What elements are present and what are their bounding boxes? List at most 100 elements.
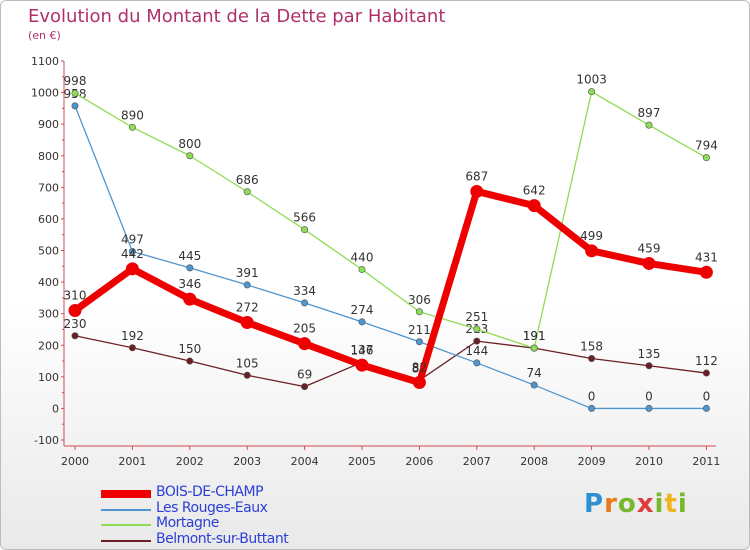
data-point-bois-de-champ [585,244,599,258]
data-label-bois-de-champ: 431 [695,250,718,264]
logo-letter: x [636,489,655,519]
logo-letter: i [654,489,665,519]
data-point-bois-de-champ [183,292,197,306]
data-point-les-rouges-eaux [243,281,251,289]
data-label-mortagne: 251 [465,310,488,324]
data-point-les-rouges-eaux [588,404,596,412]
data-label-bois-de-champ: 499 [580,229,603,243]
logo-letter: t [664,489,678,519]
legend-swatch-mortagne [101,524,151,526]
proxiti-logo: Proxiti [584,489,688,519]
data-label-mortagne: 191 [523,329,546,343]
data-label-les-rouges-eaux: 391 [236,266,259,280]
data-point-mortagne [588,88,596,96]
data-label-belmont-sur-buttant: 135 [638,347,661,361]
x-tick-label: 2008 [520,455,548,468]
data-label-belmont-sur-buttant: 146 [351,343,374,357]
data-label-bois-de-champ: 442 [121,247,144,261]
data-point-les-rouges-eaux [473,359,481,367]
data-point-bois-de-champ [355,358,369,372]
chart-title: Evolution du Montant de la Dette par Hab… [28,6,446,27]
data-point-les-rouges-eaux [301,299,309,307]
x-tick-label: 2009 [578,455,606,468]
data-label-mortagne: 897 [638,106,661,120]
data-point-les-rouges-eaux [530,381,538,389]
data-point-belmont-sur-buttant [473,337,481,345]
data-label-les-rouges-eaux: 74 [527,366,542,380]
x-tick-label: 2001 [118,455,146,468]
y-tick-label: -100 [34,434,59,447]
data-point-les-rouges-eaux [128,247,136,255]
data-label-bois-de-champ: 272 [236,301,259,315]
data-label-belmont-sur-buttant: 192 [121,329,144,343]
data-label-les-rouges-eaux: 497 [121,232,144,246]
data-label-belmont-sur-buttant: 230 [64,317,87,331]
y-tick-label: 800 [38,150,59,163]
data-label-les-rouges-eaux: 0 [588,389,596,403]
legend-swatch-les-rouges-eaux [101,508,151,511]
data-point-les-rouges-eaux [186,264,194,272]
data-label-mortagne: 566 [293,211,316,225]
data-point-les-rouges-eaux [71,102,79,110]
data-point-mortagne [186,152,194,160]
y-tick-label: 300 [38,308,59,321]
data-point-les-rouges-eaux [358,318,366,326]
logo-letter: r [604,489,618,519]
data-label-bois-de-champ: 346 [178,277,201,291]
data-point-belmont-sur-buttant [128,344,136,352]
x-tick-label: 2004 [291,455,319,468]
legend-label-bois-de-champ: BOIS-DE-CHAMP [156,484,264,500]
y-tick-label: 900 [38,118,59,131]
data-point-bois-de-champ [470,184,484,198]
legend-swatch-belmont-sur-buttant [101,539,151,542]
data-point-bois-de-champ [642,256,656,270]
x-tick-label: 2011 [692,455,720,468]
legend-label-mortagne: Mortagne [156,515,219,531]
data-label-mortagne: 1003 [576,73,607,87]
y-tick-label: 1100 [31,55,59,68]
data-point-mortagne [358,265,366,273]
x-tick-label: 2003 [233,455,261,468]
data-point-mortagne [301,226,309,234]
data-label-mortagne: 890 [121,108,144,122]
data-point-mortagne [530,344,538,352]
data-point-mortagne [415,308,423,316]
data-label-belmont-sur-buttant: 158 [580,340,603,354]
data-point-mortagne [645,121,653,129]
data-label-les-rouges-eaux: 211 [408,323,431,337]
data-point-mortagne [473,325,481,333]
data-label-les-rouges-eaux: 144 [465,344,488,358]
data-point-les-rouges-eaux [645,404,653,412]
legend-swatch-bois-de-champ [101,490,151,498]
data-label-les-rouges-eaux: 334 [293,284,316,298]
data-point-mortagne [702,154,710,162]
data-label-belmont-sur-buttant: 105 [236,356,259,370]
data-point-belmont-sur-buttant [71,332,79,340]
data-label-belmont-sur-buttant: 150 [178,342,201,356]
data-point-belmont-sur-buttant [186,357,194,365]
data-point-bois-de-champ [68,304,82,318]
data-label-les-rouges-eaux: 0 [703,389,711,403]
y-tick-label: 400 [38,276,59,289]
data-label-bois-de-champ: 205 [293,322,316,336]
x-tick-label: 2002 [176,455,204,468]
x-tick-label: 2007 [463,455,491,468]
data-label-mortagne: 306 [408,293,431,307]
data-point-bois-de-champ [527,199,541,213]
data-point-mortagne [243,188,251,196]
legend-label-belmont-sur-buttant: Belmont-sur-Buttant [156,530,289,547]
series-line-mortagne [74,90,708,349]
data-label-mortagne: 686 [236,173,259,187]
data-label-les-rouges-eaux: 0 [645,389,653,403]
x-tick-label: 2010 [635,455,663,468]
y-tick-label: 1000 [31,87,59,100]
logo-letter: P [584,489,605,519]
data-label-les-rouges-eaux: 274 [351,303,374,317]
y-tick-label: 0 [52,402,59,415]
y-tick-label: 700 [38,181,59,194]
data-point-belmont-sur-buttant [301,383,309,391]
y-tick-label: 100 [38,371,59,384]
data-label-bois-de-champ: 459 [638,241,661,255]
